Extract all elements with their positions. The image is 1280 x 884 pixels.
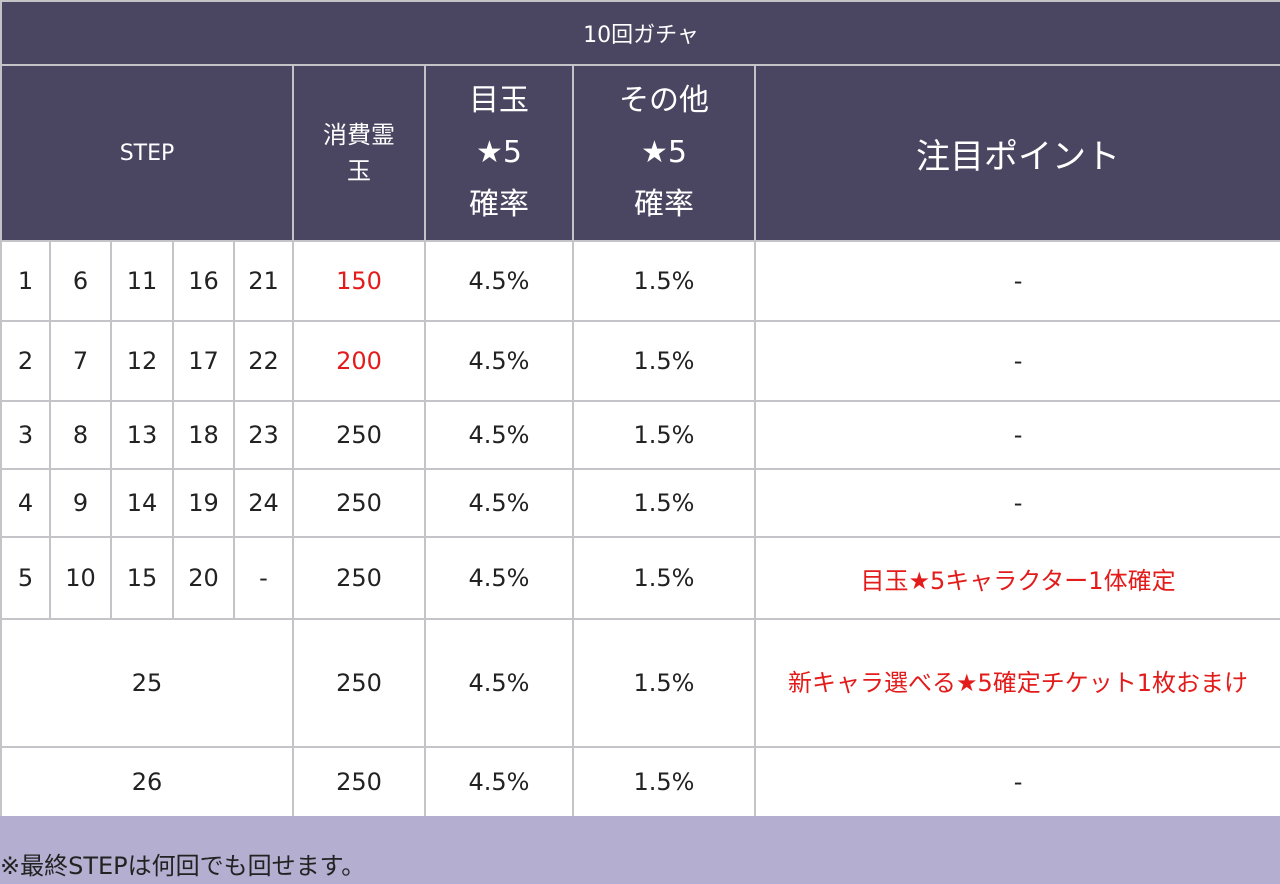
header-step: STEP (0, 64, 294, 242)
table-title: 10回ガチャ (0, 0, 1280, 66)
featured-rate-cell: 4.5% (424, 618, 574, 748)
step-cell: 11 (110, 240, 174, 322)
table-row: 4 9 14 19 24 250 4.5% 1.5% - (0, 468, 1280, 538)
step-cell: 2 (0, 320, 51, 402)
footer-note-bar: ※最終STEPは何回でも回せます。 (0, 816, 1280, 884)
point-cell: - (753, 468, 1280, 538)
featured-rate-cell: 4.5% (424, 400, 574, 470)
other-rate-cell: 1.5% (572, 618, 756, 748)
step-cell: 18 (172, 400, 235, 470)
other-rate-cell: 1.5% (572, 320, 756, 402)
step-cell: 21 (233, 240, 294, 322)
cost-cell: 250 (292, 746, 426, 818)
header-featured-line: 確率 (469, 187, 529, 222)
step-cell: 13 (110, 400, 174, 470)
step-cell: 25 (0, 618, 294, 748)
table-row: 1 6 11 16 21 150 4.5% 1.5% - (0, 240, 1280, 322)
featured-rate-cell: 4.5% (424, 468, 574, 538)
header-other-line: 確率 (634, 187, 694, 222)
other-rate-cell: 1.5% (572, 468, 756, 538)
point-cell: - (753, 400, 1280, 470)
step-cell: 12 (110, 320, 174, 402)
header-featured-rate: 目玉 ★5 確率 (424, 64, 574, 242)
step-cell: 3 (0, 400, 51, 470)
step-cell: 20 (172, 536, 235, 620)
header-featured-line: 目玉 (469, 83, 529, 118)
table-row: 2 7 12 17 22 200 4.5% 1.5% - (0, 320, 1280, 402)
header-cost-line: 消費霊 (323, 121, 395, 149)
step-cell: 9 (49, 468, 112, 538)
featured-rate-cell: 4.5% (424, 320, 574, 402)
cost-cell: 250 (292, 468, 426, 538)
header-point: 注目ポイント (753, 64, 1280, 242)
step-cell: 17 (172, 320, 235, 402)
other-rate-cell: 1.5% (572, 240, 756, 322)
table-row: 3 8 13 18 23 250 4.5% 1.5% - (0, 400, 1280, 470)
featured-rate-cell: 4.5% (424, 240, 574, 322)
cost-cell: 150 (292, 240, 426, 322)
header-other-rate: その他 ★5 確率 (572, 64, 756, 242)
step-cell: 6 (49, 240, 112, 322)
point-cell: 目玉★5キャラクター1体確定 (753, 536, 1280, 620)
header-cost-line: 玉 (347, 157, 371, 185)
step-cell: 7 (49, 320, 112, 402)
cost-cell: 250 (292, 400, 426, 470)
point-cell: - (753, 746, 1280, 818)
cost-cell: 250 (292, 536, 426, 620)
step-cell: 14 (110, 468, 174, 538)
table-row: 25 250 4.5% 1.5% 新キャラ選べる★5確定チケット1枚おまけ (0, 618, 1280, 748)
step-cell: 10 (49, 536, 112, 620)
table-title-row: 10回ガチャ (0, 0, 1280, 66)
table-row: 5 10 15 20 - 250 4.5% 1.5% 目玉★5キャラクター1体確… (0, 536, 1280, 620)
step-cell: 1 (0, 240, 51, 322)
step-cell: 19 (172, 468, 235, 538)
gacha-step-table: 10回ガチャ STEP 消費霊 玉 目玉 ★5 確率 その他 ★5 確率 (0, 0, 1280, 818)
other-rate-cell: 1.5% (572, 746, 756, 818)
cost-cell: 200 (292, 320, 426, 402)
point-cell: 新キャラ選べる★5確定チケット1枚おまけ (753, 618, 1280, 748)
step-cell: 26 (0, 746, 294, 818)
step-cell: - (233, 536, 294, 620)
point-cell: - (753, 240, 1280, 322)
table-header-row: STEP 消費霊 玉 目玉 ★5 確率 その他 ★5 確率 注目ポイント (0, 64, 1280, 242)
step-cell: 5 (0, 536, 51, 620)
point-cell: - (753, 320, 1280, 402)
step-cell: 23 (233, 400, 294, 470)
step-cell: 15 (110, 536, 174, 620)
step-cell: 8 (49, 400, 112, 470)
other-rate-cell: 1.5% (572, 536, 756, 620)
footnote: ※最終STEPは何回でも回せます。 (0, 852, 366, 880)
step-cell: 22 (233, 320, 294, 402)
header-other-line: その他 (619, 83, 709, 118)
header-cost: 消費霊 玉 (292, 64, 426, 242)
step-cell: 16 (172, 240, 235, 322)
header-other-line: ★5 (641, 135, 687, 170)
featured-rate-cell: 4.5% (424, 536, 574, 620)
featured-rate-cell: 4.5% (424, 746, 574, 818)
step-cell: 24 (233, 468, 294, 538)
header-featured-line: ★5 (476, 135, 522, 170)
cost-cell: 250 (292, 618, 426, 748)
step-cell: 4 (0, 468, 51, 538)
other-rate-cell: 1.5% (572, 400, 756, 470)
table-row: 26 250 4.5% 1.5% - (0, 746, 1280, 818)
